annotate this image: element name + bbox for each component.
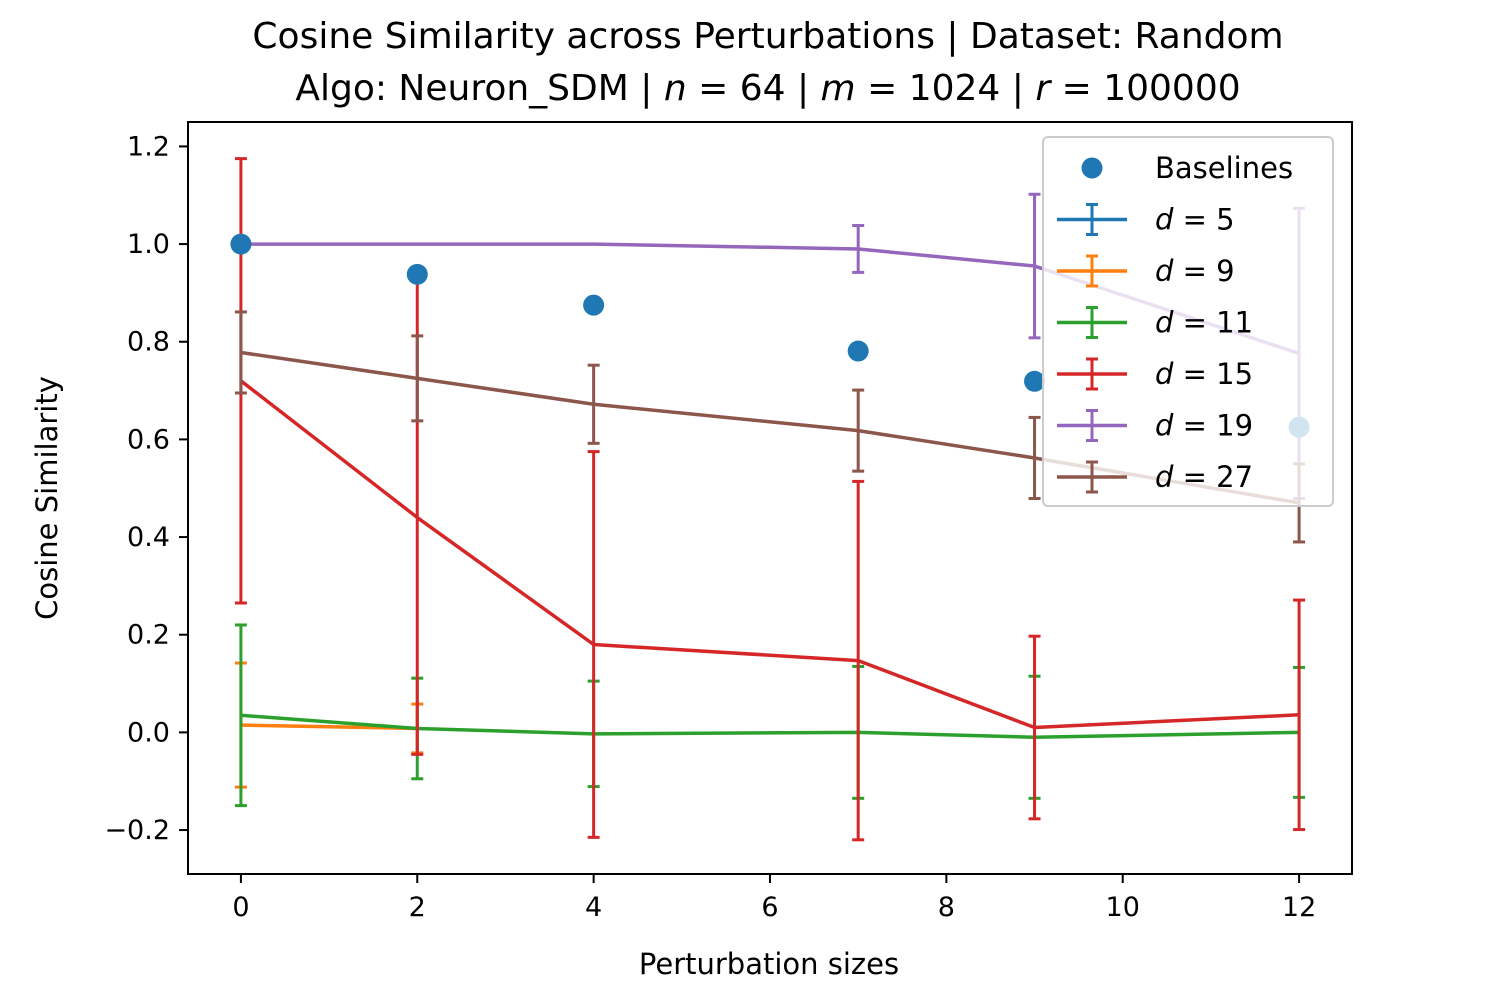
x-tick-label: 12: [1282, 892, 1316, 923]
y-tick-label: 0.4: [127, 522, 170, 553]
legend-label-d-5: d = 5: [1155, 203, 1235, 237]
x-tick-label: 2: [409, 892, 426, 923]
baseline-point: [847, 340, 869, 362]
y-tick-label: 1.0: [127, 229, 170, 260]
title-param-eq: =: [1050, 68, 1103, 109]
series-line: [240, 713, 1300, 740]
x-tick-label: 10: [1106, 892, 1140, 923]
y-tick-label: 1.2: [127, 131, 170, 162]
baseline-point: [1024, 370, 1046, 392]
y-axis: −0.2 0.0 0.2 0.4 0.6 0.8 1.0 1.2: [104, 131, 188, 846]
x-axis: 0 2 4 6 8 10 12: [232, 874, 1316, 923]
title-param-var: r: [1035, 68, 1052, 109]
title-param-value: 64: [740, 68, 786, 109]
y-tick-label: 0.6: [127, 424, 170, 455]
title-prefix: Algo: Neuron_SDM |: [295, 68, 663, 109]
title-sep: |: [786, 68, 821, 109]
legend-label-d-27: d = 27: [1155, 460, 1253, 494]
legend-label-d-9: d = 9: [1155, 254, 1235, 288]
y-axis-label: Cosine Similarity: [30, 376, 64, 620]
chart-title-line2: Algo: Neuron_SDM | n = 64 | m = 1024 | r…: [295, 68, 1240, 109]
title-param-eq: =: [687, 68, 740, 109]
legend-label-baselines: Baselines: [1155, 151, 1293, 185]
x-tick-label: 4: [585, 892, 602, 923]
title-param-value: 100000: [1103, 68, 1240, 109]
series-d-11: [234, 623, 1306, 808]
series-line: [239, 379, 1300, 730]
legend: Baselines d = 5 d = 9 d = 11 d = 15 d = 19 d =…: [1042, 136, 1334, 507]
x-axis-label: Perturbation sizes: [639, 947, 899, 981]
y-tick-label: −0.2: [104, 815, 170, 846]
baseline-point: [406, 263, 428, 285]
legend-label-d-11: d = 11: [1155, 306, 1253, 340]
chart-title-line1: Cosine Similarity across Perturbations |…: [252, 16, 1283, 57]
y-tick-label: 0.8: [127, 327, 170, 358]
legend-box: [1042, 136, 1334, 507]
legend-marker-baselines: [1081, 157, 1103, 179]
x-tick-label: 8: [938, 892, 955, 923]
x-tick-label: 6: [761, 892, 778, 923]
title-param-value: 1024: [909, 68, 1001, 109]
title-param-var: m: [821, 68, 856, 109]
y-tick-label: 0.2: [127, 620, 170, 651]
baseline-point: [230, 233, 252, 255]
y-tick-label: 0.0: [127, 717, 170, 748]
legend-label-d-19: d = 19: [1155, 409, 1253, 443]
title-sep: |: [1000, 68, 1035, 109]
title-param-var: n: [664, 68, 687, 109]
legend-label-d-15: d = 15: [1155, 357, 1253, 391]
baseline-point: [583, 294, 605, 316]
x-tick-label: 0: [232, 892, 249, 923]
title-param-eq: =: [856, 68, 909, 109]
